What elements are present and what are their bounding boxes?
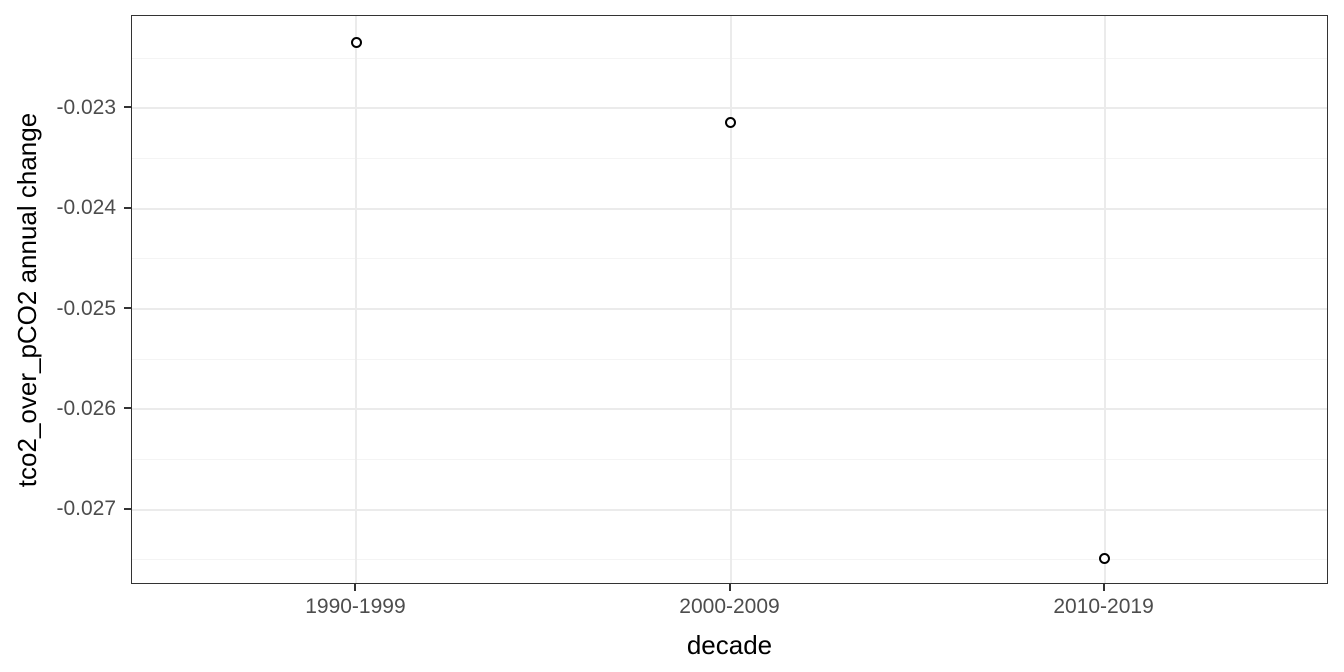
y-tick-label: -0.024	[56, 196, 116, 220]
x-axis-title: decade	[686, 630, 773, 660]
major-gridline	[729, 16, 732, 583]
x-tick-label: 1990-1999	[305, 595, 406, 618]
x-axis-tick	[354, 584, 357, 591]
y-axis-tick	[124, 507, 131, 510]
plot-panel	[131, 15, 1328, 584]
y-tick-label: -0.027	[56, 497, 116, 521]
major-gridline	[355, 16, 358, 583]
major-gridline	[1103, 16, 1106, 583]
x-axis-tick	[728, 584, 731, 591]
y-tick-label: -0.025	[56, 296, 116, 320]
data-point	[1099, 553, 1111, 565]
y-axis-tick	[124, 307, 131, 310]
x-tick-label: 2010-2019	[1053, 595, 1154, 618]
x-axis-tick	[1102, 584, 1105, 591]
y-axis-tick	[124, 206, 131, 209]
y-tick-label: -0.023	[56, 95, 116, 119]
y-tick-label: -0.026	[56, 396, 116, 420]
data-point	[725, 116, 736, 128]
x-tick-label: 2000-2009	[679, 595, 780, 618]
y-axis-tick	[124, 106, 131, 109]
y-axis-tick	[124, 407, 131, 410]
data-point	[350, 36, 362, 48]
